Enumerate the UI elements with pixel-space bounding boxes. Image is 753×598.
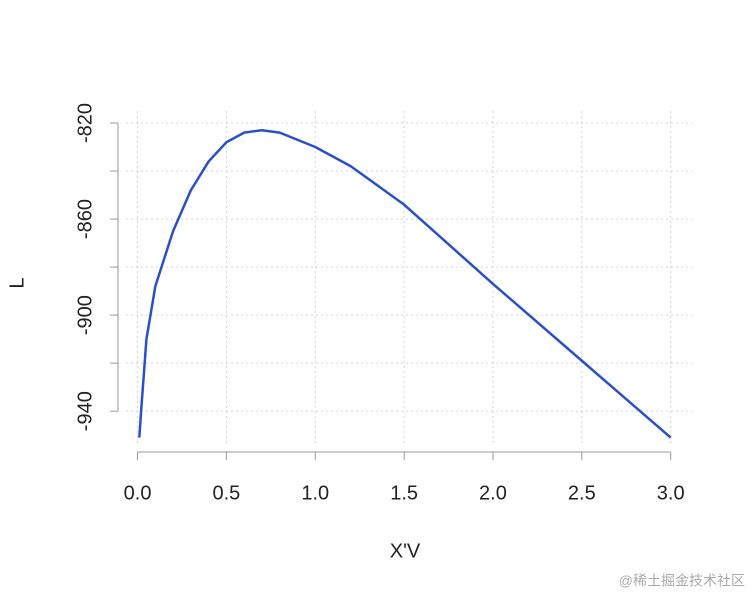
x-tick-label: 1.5 bbox=[390, 482, 418, 504]
x-axis-label: X'V bbox=[390, 540, 421, 562]
x-tick-label: 0.5 bbox=[212, 482, 240, 504]
data-line bbox=[138, 128, 672, 439]
y-tick-label: -900 bbox=[74, 295, 96, 335]
x-tick-label: 3.0 bbox=[657, 482, 685, 504]
watermark: @稀土掘金技术社区 bbox=[619, 573, 745, 589]
x-tick-label: 2.0 bbox=[479, 482, 507, 504]
y-tick-label: -860 bbox=[74, 199, 96, 239]
x-tick-label: 2.5 bbox=[568, 482, 596, 504]
x-tick-label: 1.0 bbox=[301, 482, 329, 504]
y-tick-label: -940 bbox=[74, 391, 96, 431]
x-tick-label: 0.0 bbox=[124, 482, 152, 504]
y-tick-label: -820 bbox=[74, 103, 96, 143]
y-axis-label: L bbox=[6, 277, 28, 288]
